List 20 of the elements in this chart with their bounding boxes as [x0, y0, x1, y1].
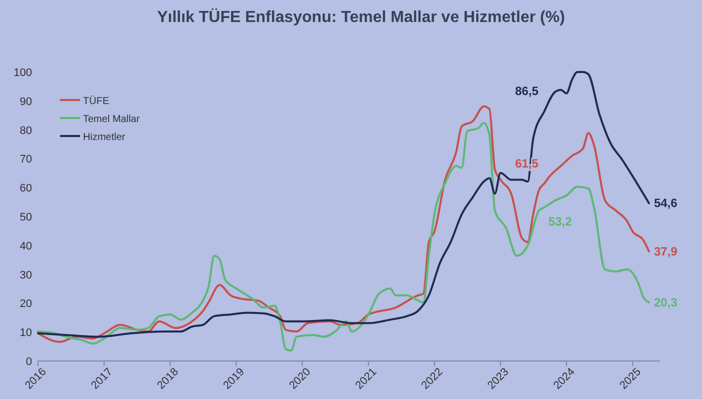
legend-label: Hizmetler	[83, 132, 126, 143]
y-tick-label: 100	[14, 67, 32, 79]
y-tick-label: 50	[20, 212, 32, 224]
y-tick-label: 20	[20, 298, 32, 310]
annotation: 86,5	[515, 84, 539, 98]
legend-label: TÜFE	[83, 95, 110, 107]
legend-label: Temel Mallar	[83, 114, 140, 125]
annotation: 37,9	[654, 244, 678, 258]
annotation: 53,2	[548, 214, 572, 228]
annotation: 54,6	[654, 196, 678, 210]
y-tick-label: 80	[20, 124, 32, 137]
chart-title: Yıllık TÜFE Enflasyonu: Temel Mallar ve Hizmetler (%)	[157, 8, 565, 26]
y-tick-label: 10	[20, 327, 32, 340]
annotation: 20,3	[654, 295, 678, 310]
y-tick-label: 70	[20, 154, 32, 166]
y-tick-label: 60	[20, 182, 32, 195]
y-tick-label: 40	[20, 240, 32, 252]
y-tick-label: 0	[26, 356, 32, 368]
y-tick-label: 90	[20, 96, 32, 108]
y-tick-label: 30	[20, 269, 32, 282]
